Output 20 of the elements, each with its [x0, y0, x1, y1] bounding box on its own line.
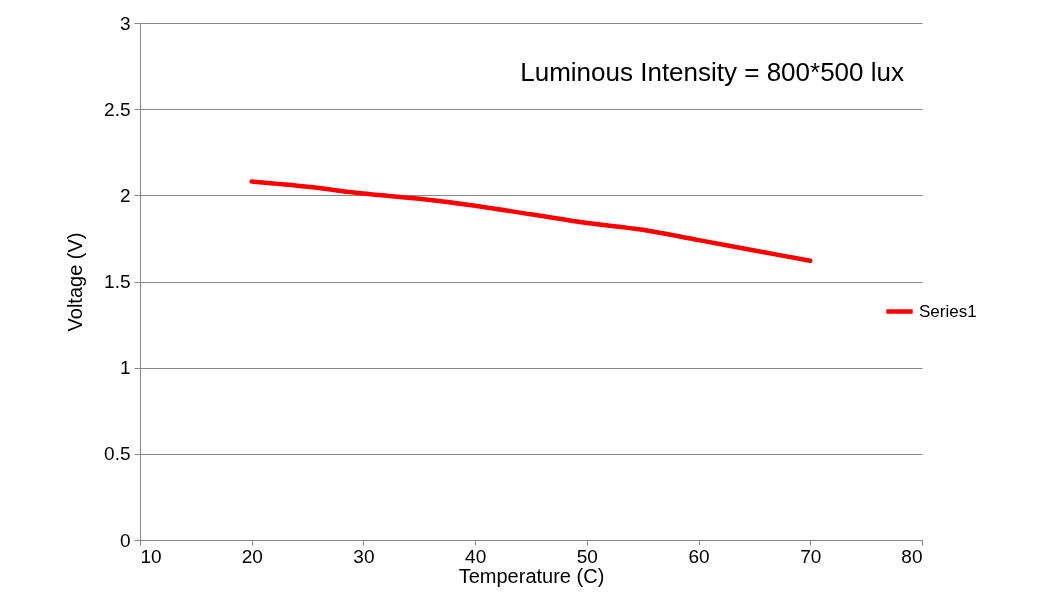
x-tick-label: 10 — [140, 545, 162, 567]
x-tick-label: 70 — [800, 545, 822, 567]
y-tick-label: 2 — [119, 184, 131, 206]
y-tick-label: 0.5 — [104, 443, 131, 465]
y-tick-label: 2.5 — [104, 98, 131, 120]
x-tick-label: 80 — [901, 545, 923, 567]
line-series — [249, 179, 813, 264]
y-tick-label: 0 — [119, 529, 131, 551]
y-tick-label: 3 — [119, 12, 131, 34]
x-axis-title: Temperature (C) — [458, 564, 605, 587]
x-tick-label: 50 — [576, 545, 598, 567]
x-tick-label: 60 — [688, 545, 710, 567]
y-axis-title: Voltage (V) — [64, 232, 87, 332]
y-tick-label: 1.5 — [104, 271, 131, 292]
x-tick-label: 40 — [465, 545, 487, 567]
text: Luminous Intensity = 800*500 lux — [520, 57, 904, 87]
legend-label: Series1 — [919, 301, 977, 321]
x-tick-label: 20 — [241, 545, 263, 567]
y-tick-label: 1 — [119, 357, 131, 379]
x-tick-label: 30 — [353, 545, 375, 567]
